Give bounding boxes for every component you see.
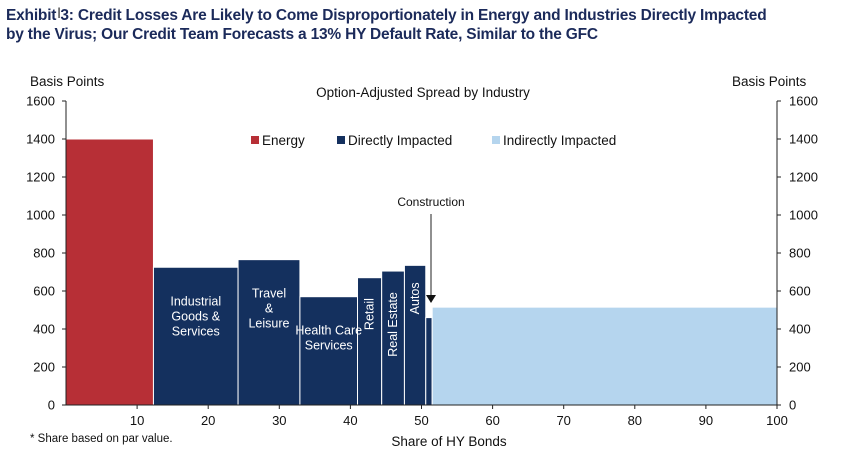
footnote: * Share based on par value. (30, 433, 173, 445)
bar-label-3: Health Care Services (295, 324, 362, 353)
y-tick-label-right: 1000 (789, 208, 818, 223)
y-tick-label-left: 1600 (26, 94, 55, 109)
y-tick-label-right: 1200 (789, 170, 818, 185)
y-tick-label-left: 0 (48, 398, 55, 413)
x-tick-label: 30 (272, 413, 286, 428)
bar-label-2: Travel & Leisure (248, 287, 289, 331)
bar-3 (299, 296, 359, 406)
x-tick-label: 40 (343, 413, 357, 428)
legend-label-1: Directly Impacted (348, 133, 452, 148)
bar-2 (237, 259, 301, 406)
title-line-2: by the Virus; Our Credit Team Forecasts … (6, 26, 598, 43)
x-tick-label: 70 (556, 413, 570, 428)
legend-label-2: Indirectly Impacted (503, 133, 616, 148)
legend-swatch-0 (251, 136, 259, 144)
y-axis-title-left: Basis Points (30, 74, 105, 89)
x-tick-label: 20 (201, 413, 215, 428)
bar-label-4: Retail (363, 298, 377, 330)
y-tick-label-left: 1000 (26, 208, 55, 223)
bar-label-1: Industrial Goods & Services (170, 294, 221, 338)
bar-0 (65, 138, 154, 406)
x-tick-label: 100 (766, 413, 788, 428)
y-tick-label-left: 1400 (26, 132, 55, 147)
bar-label-5: Real Estate (386, 292, 400, 357)
legend-swatch-1 (337, 136, 345, 144)
y-tick-label-right: 600 (789, 284, 811, 299)
y-tick-label-right: 1400 (789, 132, 818, 147)
annotation-arrow-head (426, 295, 436, 303)
legend-swatch-2 (492, 136, 500, 144)
y-tick-label-right: 800 (789, 246, 811, 261)
chart-title: Option-Adjusted Spread by Industry (316, 85, 530, 100)
bar-label-6: Autos (408, 282, 422, 314)
x-tick-label: 80 (628, 413, 642, 428)
legend-label-0: Energy (262, 133, 305, 148)
x-tick-label: 10 (130, 413, 144, 428)
title-line-1: Exhibit 3: Credit Losses Are Likely to C… (6, 7, 767, 24)
y-tick-label-left: 400 (33, 322, 55, 337)
y-tick-label-left: 800 (33, 246, 55, 261)
x-tick-label: 90 (699, 413, 713, 428)
text-cursor-icon: I (57, 6, 62, 22)
y-tick-label-left: 200 (33, 360, 55, 375)
exhibit-title: Exhibit 3: Credit Losses Are Likely to C… (6, 6, 836, 44)
bar-1 (152, 266, 239, 406)
x-tick-label: 60 (485, 413, 499, 428)
y-tick-label-right: 0 (789, 398, 796, 413)
bar-4 (357, 277, 383, 406)
y-tick-label-left: 600 (33, 284, 55, 299)
y-tick-label-left: 1200 (26, 170, 55, 185)
y-tick-label-right: 200 (789, 360, 811, 375)
bar-7 (425, 317, 433, 406)
x-tick-label: 50 (414, 413, 428, 428)
y-tick-label-right: 1600 (789, 94, 818, 109)
annotation-label: Construction (397, 195, 464, 209)
x-axis-title: Share of HY Bonds (391, 434, 507, 449)
y-axis-title-right: Basis Points (732, 74, 807, 89)
y-tick-label-right: 400 (789, 322, 811, 337)
bar-8 (431, 306, 778, 406)
